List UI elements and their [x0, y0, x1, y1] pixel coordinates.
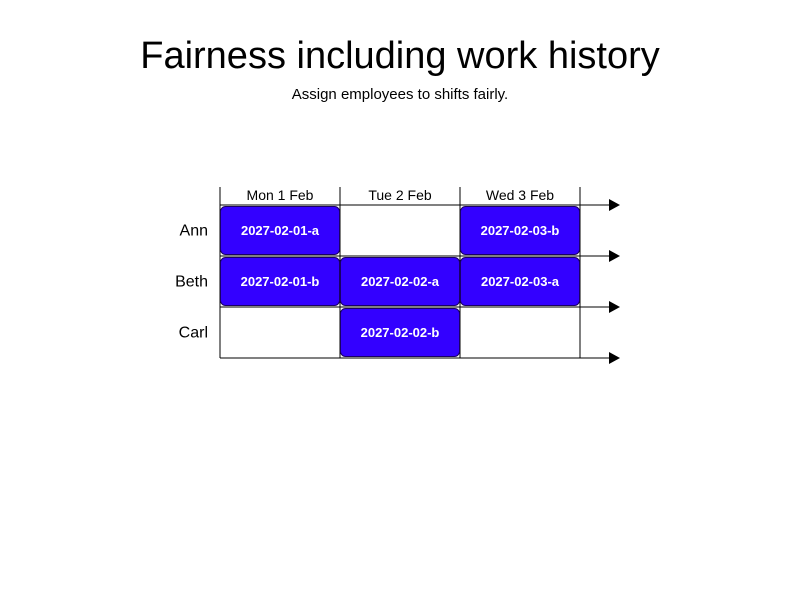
shift-blocks: 2027-02-01-a 2027-02-03-b 2027-02-01-b 2027… — [220, 206, 580, 357]
shift-block — [220, 206, 340, 255]
shift-block — [460, 257, 580, 306]
employee-label: Carl — [179, 325, 208, 342]
arrow-head-icon — [609, 199, 620, 211]
arrow-head-icon — [609, 352, 620, 364]
day-label: Mon 1 Feb — [247, 187, 314, 203]
day-header-row: Mon 1 Feb Tue 2 Feb Wed 3 Feb — [247, 187, 555, 203]
page-title: Fairness including work history — [140, 35, 660, 77]
day-label: Wed 3 Feb — [486, 187, 554, 203]
shift-label: 2027-02-01-b — [241, 274, 320, 289]
day-label: Tue 2 Feb — [368, 187, 432, 203]
employee-labels: Ann Beth Carl — [175, 223, 208, 342]
shift-label: 2027-02-01-a — [241, 223, 320, 238]
shift-label: 2027-02-03-a — [481, 274, 560, 289]
shift-block — [220, 257, 340, 306]
shift-label: 2027-02-03-b — [481, 223, 560, 238]
arrow-head-icon — [609, 250, 620, 262]
employee-label: Beth — [175, 274, 208, 291]
shift-block — [340, 257, 460, 306]
shift-block — [460, 206, 580, 255]
shift-block — [340, 308, 460, 357]
employee-label: Ann — [180, 223, 208, 240]
shift-label: 2027-02-02-a — [361, 274, 440, 289]
shift-label: 2027-02-02-b — [361, 325, 440, 340]
arrow-head-icon — [609, 301, 620, 313]
page-subtitle: Assign employees to shifts fairly. — [291, 86, 509, 103]
